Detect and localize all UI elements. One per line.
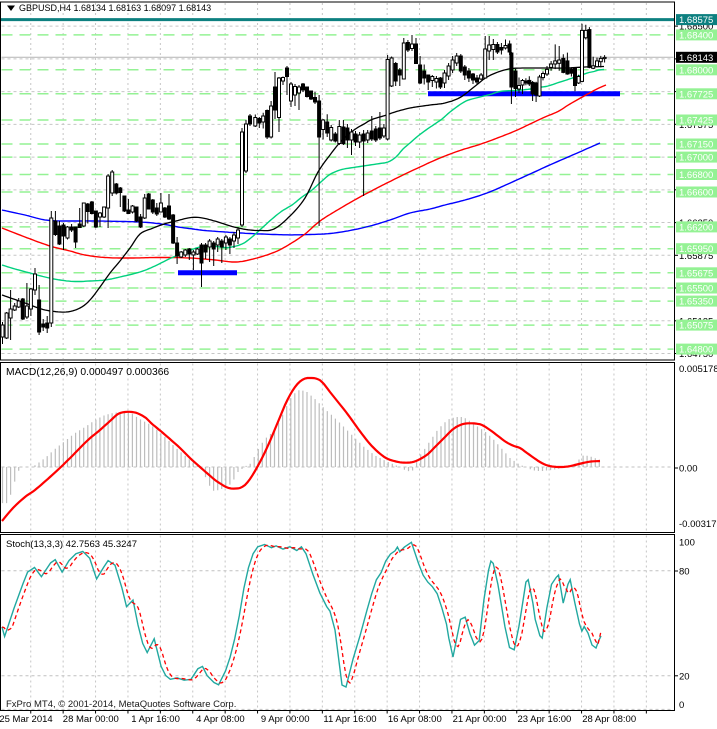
svg-text:1.68500: 1.68500 <box>679 22 713 33</box>
svg-text:1.68575: 1.68575 <box>679 15 713 26</box>
svg-text:80: 80 <box>679 567 690 578</box>
svg-text:11 Apr 16:00: 11 Apr 16:00 <box>323 714 376 725</box>
svg-text:1.65075: 1.65075 <box>679 321 713 332</box>
svg-text:1.67725: 1.67725 <box>679 89 713 100</box>
svg-text:28 Mar 00:00: 28 Mar 00:00 <box>63 714 119 725</box>
svg-text:25 Mar 2014: 25 Mar 2014 <box>0 714 53 725</box>
svg-text:1.66800: 1.66800 <box>679 170 713 181</box>
svg-text:1.68400: 1.68400 <box>679 30 713 41</box>
svg-text:16 Apr 08:00: 16 Apr 08:00 <box>388 714 442 725</box>
svg-text:1.64800: 1.64800 <box>679 345 713 356</box>
svg-text:GBPUSD,H4 1.68134 1.68163 1.6: GBPUSD,H4 1.68134 1.68163 1.68097 1.6814… <box>19 3 211 13</box>
svg-text:1.68143: 1.68143 <box>679 53 713 64</box>
svg-text:1.66200: 1.66200 <box>679 222 713 233</box>
svg-text:1.66600: 1.66600 <box>679 188 713 199</box>
svg-text:1.65875: 1.65875 <box>679 251 713 262</box>
svg-text:1.65350: 1.65350 <box>679 297 713 308</box>
svg-text:1.67000: 1.67000 <box>679 153 713 164</box>
svg-text:21 Apr 00:00: 21 Apr 00:00 <box>453 714 507 725</box>
svg-text:1.65675: 1.65675 <box>679 268 713 279</box>
svg-text:0.005178: 0.005178 <box>679 364 717 375</box>
svg-text:MACD(12,26,9) 0.000497 0.00036: MACD(12,26,9) 0.000497 0.000366 <box>6 367 169 378</box>
svg-text:1.68000: 1.68000 <box>679 65 713 76</box>
svg-text:1 Apr 16:00: 1 Apr 16:00 <box>131 714 180 725</box>
svg-text:1.67425: 1.67425 <box>679 116 713 127</box>
svg-text:9 Apr 00:00: 9 Apr 00:00 <box>261 714 310 725</box>
svg-text:FxPro MT4, © 2001-2014, MetaQu: FxPro MT4, © 2001-2014, MetaQuotes Softw… <box>6 699 236 710</box>
svg-text:-0.003179: -0.003179 <box>679 519 717 530</box>
svg-text:0.00: 0.00 <box>679 464 698 475</box>
svg-text:28 Apr 08:00: 28 Apr 08:00 <box>582 714 636 725</box>
svg-text:1.65950: 1.65950 <box>679 244 713 255</box>
svg-text:4 Apr 08:00: 4 Apr 08:00 <box>196 714 245 725</box>
svg-text:1.67150: 1.67150 <box>679 140 713 151</box>
svg-text:23 Apr 16:00: 23 Apr 16:00 <box>517 714 571 725</box>
svg-text:100: 100 <box>679 538 695 549</box>
svg-text:20: 20 <box>679 671 690 682</box>
svg-text:0: 0 <box>679 700 684 711</box>
svg-text:Stoch(13,3,3) 42.7563 45.3247: Stoch(13,3,3) 42.7563 45.3247 <box>6 539 137 550</box>
svg-text:1.65500: 1.65500 <box>679 284 713 295</box>
